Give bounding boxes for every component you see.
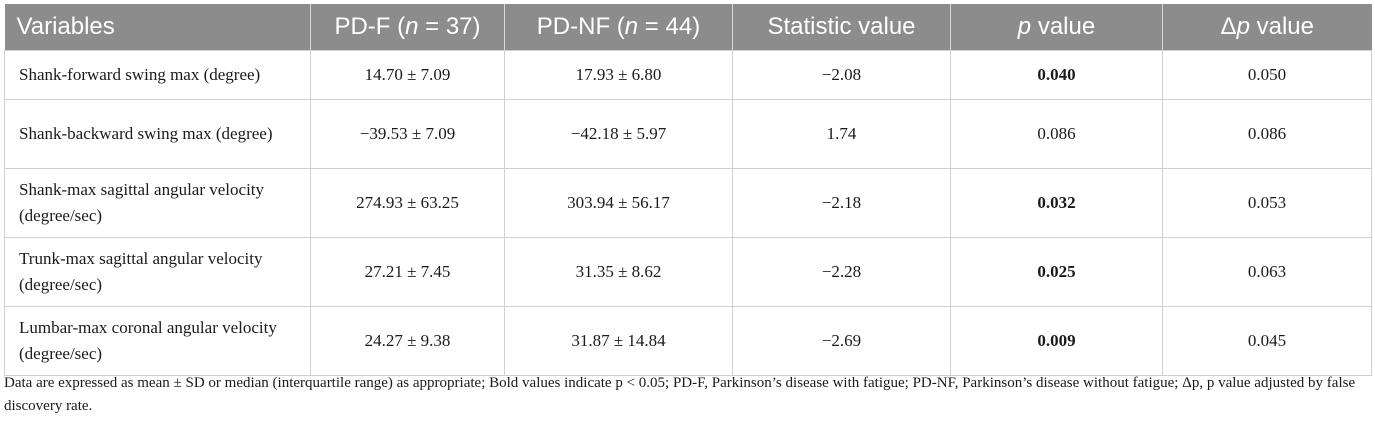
cell-pd-nf: −42.18 ± 5.97 <box>504 99 733 169</box>
header-variables: Variables <box>4 4 311 51</box>
cell-statistic: −2.08 <box>732 50 951 100</box>
cell-pd-nf: 31.87 ± 14.84 <box>504 306 733 376</box>
cell-pd-f: 14.70 ± 7.09 <box>310 50 505 100</box>
table-row: Shank-backward swing max (degree) −39.53… <box>4 99 1372 169</box>
cell-delta-p-value: 0.086 <box>1162 99 1372 169</box>
header-pd-nf: PD-NF (n = 44) <box>504 4 733 51</box>
cell-pd-f: 27.21 ± 7.45 <box>310 237 505 307</box>
cell-p-value: 0.009 <box>950 306 1163 376</box>
cell-pd-nf: 31.35 ± 8.62 <box>504 237 733 307</box>
cell-pd-nf: 303.94 ± 56.17 <box>504 168 733 238</box>
table-footnote: Data are expressed as mean ± SD or media… <box>4 375 1356 414</box>
cell-variable: Shank-backward swing max (degree) <box>4 99 311 169</box>
cell-p-value: 0.040 <box>950 50 1163 100</box>
table-row: Lumbar-max coronal angular velocity (deg… <box>4 306 1372 376</box>
cell-pd-f: 274.93 ± 63.25 <box>310 168 505 238</box>
table-container: Variables PD-F (n = 37) PD-NF (n = 44) S… <box>4 4 1372 376</box>
cell-variable: Trunk-max sagittal angular velocity (deg… <box>4 237 311 307</box>
header-row: Variables PD-F (n = 37) PD-NF (n = 44) S… <box>4 4 1372 51</box>
results-table: Variables PD-F (n = 37) PD-NF (n = 44) S… <box>4 4 1372 376</box>
cell-statistic: −2.69 <box>732 306 951 376</box>
cell-statistic: −2.28 <box>732 237 951 307</box>
table-row: Shank-max sagittal angular velocity (deg… <box>4 168 1372 238</box>
cell-delta-p-value: 0.050 <box>1162 50 1372 100</box>
cell-pd-nf: 17.93 ± 6.80 <box>504 50 733 100</box>
cell-variable: Shank-max sagittal angular velocity (deg… <box>4 168 311 238</box>
table-row: Trunk-max sagittal angular velocity (deg… <box>4 237 1372 307</box>
cell-pd-f: 24.27 ± 9.38 <box>310 306 505 376</box>
header-delta-p-value: Δp value <box>1162 4 1372 51</box>
cell-p-value: 0.032 <box>950 168 1163 238</box>
cell-variable: Shank-forward swing max (degree) <box>4 50 311 100</box>
cell-p-value: 0.025 <box>950 237 1163 307</box>
cell-delta-p-value: 0.045 <box>1162 306 1372 376</box>
cell-variable: Lumbar-max coronal angular velocity (deg… <box>4 306 311 376</box>
cell-statistic: 1.74 <box>732 99 951 169</box>
header-p-value: p value <box>950 4 1163 51</box>
cell-delta-p-value: 0.053 <box>1162 168 1372 238</box>
table-row: Shank-forward swing max (degree) 14.70 ±… <box>4 50 1372 100</box>
cell-p-value: 0.086 <box>950 99 1163 169</box>
header-statistic: Statistic value <box>732 4 951 51</box>
header-pd-f: PD-F (n = 37) <box>310 4 505 51</box>
cell-delta-p-value: 0.063 <box>1162 237 1372 307</box>
cell-pd-f: −39.53 ± 7.09 <box>310 99 505 169</box>
cell-statistic: −2.18 <box>732 168 951 238</box>
